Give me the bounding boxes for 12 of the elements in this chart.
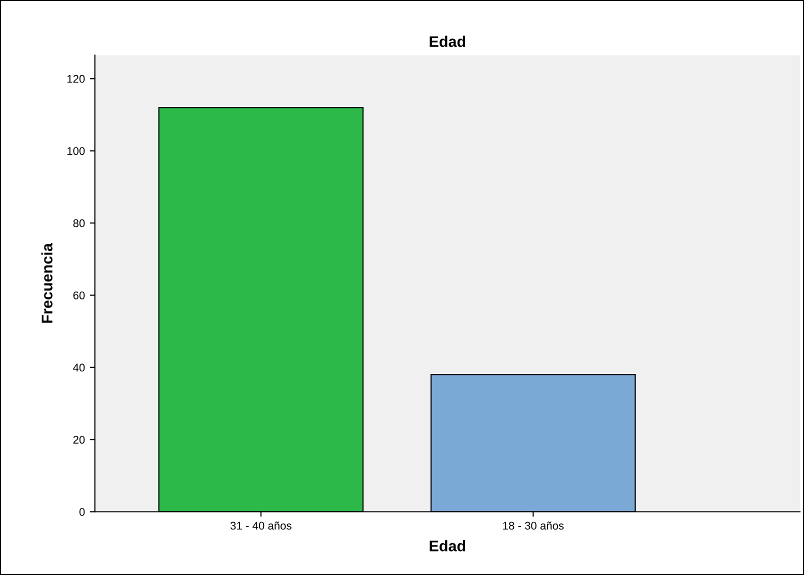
y-tick-label: 120: [67, 74, 85, 83]
x-tick-label: 31 - 40 años: [230, 522, 292, 530]
y-tick-label: 60: [73, 291, 85, 300]
y-tick-label: 40: [73, 364, 85, 372]
y-tick-label: 80: [73, 219, 85, 228]
x-axis-title: Edad: [430, 540, 466, 552]
y-tick-label: 0: [79, 508, 85, 516]
y-axis-title: Frecuencia: [41, 243, 52, 323]
y-tick-label: 20: [73, 436, 85, 444]
y-tick-label: 100: [67, 147, 85, 155]
x-tick-label: 18 - 30 años: [503, 522, 564, 530]
chart-title: Edad: [430, 36, 466, 48]
